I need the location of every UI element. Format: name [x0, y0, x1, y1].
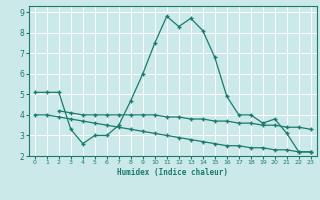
X-axis label: Humidex (Indice chaleur): Humidex (Indice chaleur) — [117, 168, 228, 177]
